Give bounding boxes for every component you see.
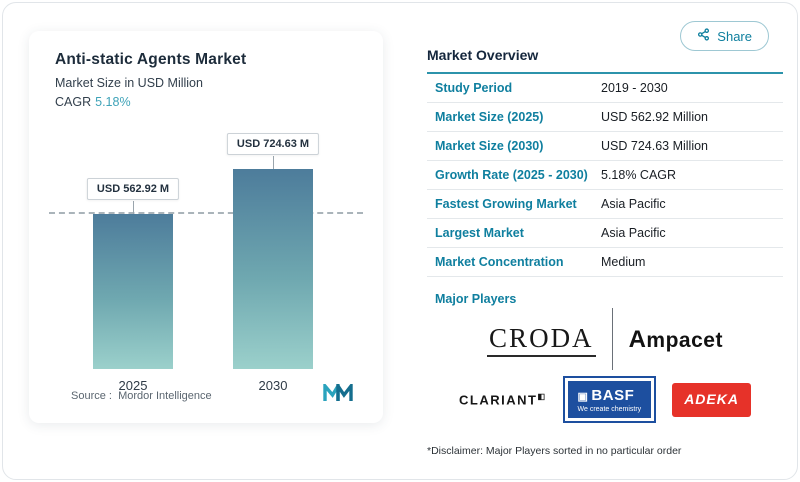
bar-chart: USD 562.92 M 2025 USD 724.63 M 2030 [49,119,363,393]
clariant-wordmark: CLARIANT [459,392,538,408]
table-row: Market Size (2025) USD 562.92 Million [427,103,783,132]
adeka-logo: ADEKA [672,382,751,417]
table-row: Fastest Growing Market Asia Pacific [427,190,783,219]
croda-logo: CRODA [487,323,596,357]
table-row: Largest Market Asia Pacific [427,219,783,248]
row-label: Study Period [435,81,513,95]
chart-title: Anti-static Agents Market [55,51,247,68]
source-name: Mordor Intelligence [118,389,212,402]
logo-divider [611,308,613,370]
row-label: Largest Market [435,226,524,240]
x-tick-2030: 2030 [258,378,288,393]
share-label: Share [717,28,752,44]
disclaimer-text: *Disclaimer: Major Players sorted in no … [427,445,682,457]
chart-subtitle: Market Size in USD Million [55,76,203,90]
basf-tagline: We create chemistry [577,406,642,413]
bar-value-label-2025: USD 562.92 M [86,178,180,200]
table-row: Market Concentration Medium [427,248,783,277]
market-overview-panel: Market Overview Study Period 2019 - 2030… [427,47,783,423]
row-label: Fastest Growing Market [435,197,577,211]
table-row: Study Period 2019 - 2030 [427,74,783,103]
bar-group-2030: USD 724.63 M 2030 [226,119,320,393]
dashed-guideline [49,212,363,214]
row-value: USD 562.92 Million [601,110,708,124]
basf-squares-icon: ▣ [577,391,589,403]
bar-2030 [233,169,313,369]
share-icon [697,28,710,44]
row-value: 2019 - 2030 [601,81,668,95]
players-row-2: CLARIANT◧ ▣ BASF We create chemistry ADEK… [427,376,783,423]
basf-wordmark: ▣ BASF [578,387,642,404]
players-row-1: CRODA Ampacet [427,308,783,370]
source-prefix: Source : [71,389,112,402]
row-value: Asia Pacific [601,197,666,211]
row-value: Medium [601,255,646,269]
panel-title: Market Overview [427,47,539,63]
bar-connector [133,201,134,214]
clariant-mark-icon: ◧ [537,391,547,401]
cagr-label: CAGR [55,95,92,109]
bar-2025 [93,214,173,369]
bar-value-label-2030: USD 724.63 M [226,133,320,155]
row-value: USD 724.63 Million [601,139,708,153]
row-value: 5.18% CAGR [601,168,677,182]
share-button[interactable]: Share [680,21,769,51]
table-row: Market Size (2030) USD 724.63 Million [427,132,783,161]
basf-name-text: BASF [591,387,635,404]
panel-title-rule [427,72,783,74]
cagr-line: CAGR 5.18% [55,95,357,109]
bar-group-2025: USD 562.92 M 2025 [86,119,180,393]
ampacet-logo: Ampacet [628,326,723,353]
row-label: Market Size (2030) [435,139,544,153]
major-players-label: Major Players [435,292,517,306]
row-value: Asia Pacific [601,226,666,240]
row-label: Market Concentration [435,255,564,269]
row-label: Market Size (2025) [435,110,544,124]
basf-logo: ▣ BASF We create chemistry [562,376,657,423]
row-label: Growth Rate (2025 - 2030) [435,168,588,182]
major-players-logos: CRODA Ampacet CLARIANT◧ ▣ BASF We create … [427,308,783,423]
clariant-logo: CLARIANT◧ [459,392,547,407]
x-tick-2025: 2025 [118,378,148,393]
market-chart-card: Anti-static Agents Market Market Size in… [29,31,383,423]
table-row: Growth Rate (2025 - 2030) 5.18% CAGR [427,161,783,190]
source-text: Source : Mordor Intelligence [71,390,212,402]
cagr-value: 5.18% [95,95,131,109]
mordor-intelligence-logo-icon [323,379,353,407]
source-row: Source : Mordor Intelligence [55,379,357,409]
adeka-wordmark: ADEKA [684,390,739,407]
bar-connector [273,156,274,169]
